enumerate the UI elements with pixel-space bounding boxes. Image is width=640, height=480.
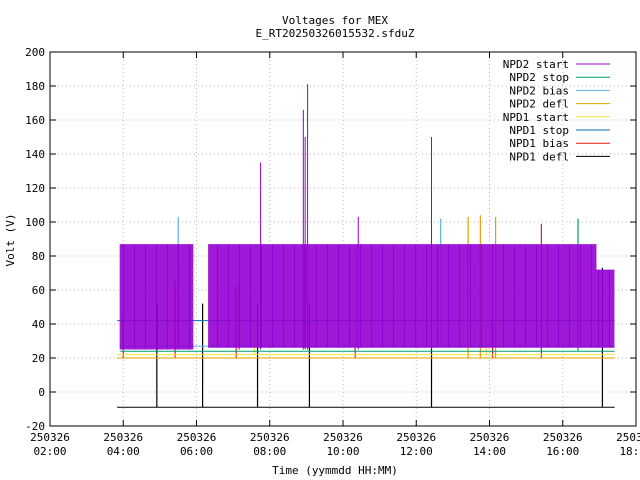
x-tick-date: 250326 bbox=[396, 431, 436, 444]
x-tick-time: 06:00 bbox=[180, 445, 213, 458]
x-tick-date: 250326 bbox=[103, 431, 143, 444]
x-tick-date: 250326 bbox=[250, 431, 290, 444]
x-axis: 25032602:0025032604:0025032606:002503260… bbox=[30, 52, 640, 458]
x-axis-label: Time (yymmdd HH:MM) bbox=[272, 464, 398, 477]
legend-label: NPD1 bias bbox=[509, 137, 569, 150]
y-tick-label: 120 bbox=[25, 182, 45, 195]
x-tick-time: 10:00 bbox=[326, 445, 359, 458]
y-axis: -20 0 20 40 60 80 100 120 140 160 180 200 bbox=[25, 46, 636, 433]
x-tick-date: 250326 bbox=[616, 431, 640, 444]
chart-title: Voltages for MEX bbox=[282, 14, 388, 27]
x-tick-time: 04:00 bbox=[107, 445, 140, 458]
y-tick-label: 60 bbox=[32, 284, 45, 297]
x-tick-time: 14:00 bbox=[473, 445, 506, 458]
y-tick-label: 140 bbox=[25, 148, 45, 161]
y-tick-label: -20 bbox=[25, 420, 45, 433]
legend-label: NPD2 stop bbox=[509, 71, 569, 84]
y-tick-label: 160 bbox=[25, 114, 45, 127]
x-tick-time: 08:00 bbox=[253, 445, 286, 458]
legend-label: NPD2 bias bbox=[509, 84, 569, 97]
legend-label: NPD1 defl bbox=[509, 150, 569, 163]
y-tick-label: 20 bbox=[32, 352, 45, 365]
legend-label: NPD2 start bbox=[503, 58, 569, 71]
band-segment bbox=[119, 244, 194, 350]
y-tick-label: 40 bbox=[32, 318, 45, 331]
x-tick-time: 12:00 bbox=[400, 445, 433, 458]
y-tick-label: 80 bbox=[32, 250, 45, 263]
y-tick-label: 180 bbox=[25, 80, 45, 93]
x-tick-time: 02:00 bbox=[33, 445, 66, 458]
legend-label: NPD2 defl bbox=[509, 98, 569, 111]
series-npd2-start bbox=[119, 84, 615, 350]
legend-label: NPD1 stop bbox=[509, 124, 569, 137]
x-tick-date: 250326 bbox=[323, 431, 363, 444]
chart-subtitle: E_RT20250326015532.sfduZ bbox=[256, 27, 415, 40]
plot-area bbox=[117, 84, 615, 408]
y-tick-label: 0 bbox=[38, 386, 45, 399]
y-tick-label: 200 bbox=[25, 46, 45, 59]
x-tick-time: 18:00 bbox=[619, 445, 640, 458]
band-segment bbox=[208, 244, 597, 348]
x-tick-date: 250326 bbox=[177, 431, 217, 444]
x-tick-time: 16:00 bbox=[546, 445, 579, 458]
y-axis-label: Volt (V) bbox=[4, 214, 17, 267]
x-tick-date: 250326 bbox=[470, 431, 510, 444]
band-segment bbox=[595, 269, 615, 348]
x-tick-date: 250326 bbox=[30, 431, 70, 444]
x-tick-date: 250326 bbox=[543, 431, 583, 444]
legend-label: NPD1 start bbox=[503, 111, 569, 124]
y-tick-label: 100 bbox=[25, 216, 45, 229]
